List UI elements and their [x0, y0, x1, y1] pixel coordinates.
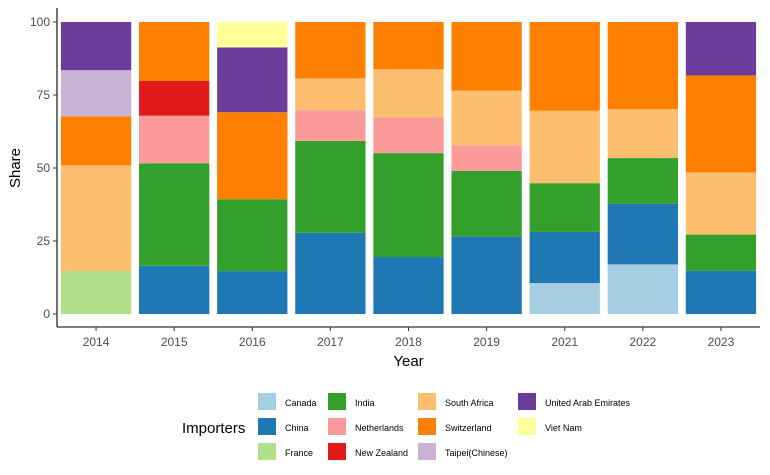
legend: Importers Canada China France India Netherla…	[182, 393, 631, 460]
legend-key-india	[328, 393, 346, 410]
legend-key-france	[258, 443, 276, 460]
bar-2022-canada	[607, 264, 678, 314]
bar-2017-south-africa	[295, 78, 366, 111]
x-tick-label: 2017	[317, 335, 344, 349]
legend-label-france: France	[285, 448, 313, 458]
bar-2018-netherlands	[373, 117, 444, 154]
legend-key-china	[258, 418, 276, 435]
y-tick-label: 0	[43, 307, 50, 321]
legend-key-switzerland	[418, 418, 436, 435]
bar-2018-india	[373, 153, 444, 258]
bar-2022-india	[607, 158, 678, 204]
y-tick-label: 100	[30, 15, 50, 29]
x-tick-label: 2015	[161, 335, 188, 349]
bar-2021-south-africa	[529, 110, 600, 184]
legend-key-united-arab-emirates	[518, 393, 536, 410]
bar-2022-china	[607, 203, 678, 265]
bar-2021-china	[529, 231, 600, 284]
bar-2015-switzerland	[139, 22, 210, 81]
bar-2014-south-africa	[60, 165, 132, 272]
x-tick-label: 2023	[708, 335, 735, 349]
bar-2019-india	[451, 170, 522, 237]
axes-layer: 0 25 50 75 100 2014 2015 2016 2017 2018 2019 2021 20…	[30, 8, 760, 349]
y-tick-label: 25	[37, 234, 51, 248]
legend-label-united-arab-emirates: United Arab Emirates	[545, 398, 631, 408]
bar-2016-switzerland	[217, 112, 288, 200]
legend-key-taipei-chinese	[418, 443, 436, 460]
bar-2017-switzerland	[295, 22, 366, 79]
x-tick-label: 2018	[395, 335, 422, 349]
y-tick-label: 75	[37, 88, 51, 102]
bar-2018-china	[373, 257, 444, 314]
legend-key-netherlands	[328, 418, 346, 435]
bar-2023-india	[685, 234, 757, 271]
x-tick-label: 2014	[83, 335, 110, 349]
x-tick-label: 2016	[239, 335, 266, 349]
bar-2014-france	[60, 271, 132, 314]
bar-2018-switzerland	[373, 22, 444, 70]
bar-2023-south-africa	[685, 172, 757, 235]
bar-2017-netherlands	[295, 110, 366, 141]
bar-2015-new-zealand	[139, 80, 210, 116]
legend-label-china: China	[285, 423, 309, 433]
bar-2016-viet-nam	[217, 22, 288, 48]
x-tick-label: 2021	[551, 335, 578, 349]
bar-2016-china	[217, 271, 288, 314]
bar-2017-china	[295, 232, 366, 314]
bar-2015-india	[139, 163, 210, 266]
bar-2016-india	[217, 199, 288, 272]
legend-label-south-africa: South Africa	[445, 398, 494, 408]
y-tick-label: 50	[37, 161, 51, 175]
legend-key-canada	[258, 393, 276, 410]
bar-2019-china	[451, 236, 522, 314]
legend-key-south-africa	[418, 393, 436, 410]
legend-label-india: India	[355, 398, 375, 408]
bar-2021-switzerland	[529, 22, 600, 111]
bar-2014-united-arab-emirates	[60, 22, 132, 71]
legend-key-viet-nam	[518, 418, 536, 435]
x-axis-title: Year	[393, 353, 423, 370]
bar-2014-switzerland	[60, 116, 132, 166]
bar-2023-china	[685, 270, 757, 314]
bar-2023-united-arab-emirates	[685, 22, 757, 76]
bar-2019-netherlands	[451, 145, 522, 171]
bar-2015-netherlands	[139, 115, 210, 164]
y-axis-title: Share	[7, 148, 24, 188]
bar-2017-india	[295, 140, 366, 233]
x-tick-label: 2022	[629, 335, 656, 349]
bars-layer	[60, 22, 757, 314]
legend-label-switzerland: Switzerland	[445, 423, 492, 433]
legend-label-taipei-chinese: Taipei(Chinese)	[445, 448, 508, 458]
bar-2023-switzerland	[685, 75, 757, 173]
bar-2018-south-africa	[373, 69, 444, 118]
legend-key-new-zealand	[328, 443, 346, 460]
x-tick-label: 2019	[473, 335, 500, 349]
bar-2015-china	[139, 265, 210, 314]
bar-2021-canada	[529, 283, 600, 314]
bar-2022-south-africa	[607, 109, 678, 159]
legend-label-viet-nam: Viet Nam	[545, 423, 582, 433]
bar-2021-india	[529, 183, 600, 232]
legend-label-new-zealand: New Zealand	[355, 448, 408, 458]
legend-title: Importers	[182, 420, 245, 437]
legend-label-netherlands: Netherlands	[355, 423, 404, 433]
bar-2022-switzerland	[607, 22, 678, 110]
bar-2019-switzerland	[451, 22, 522, 91]
bar-2014-taipei-chinese	[60, 70, 132, 117]
bar-2019-south-africa	[451, 90, 522, 146]
bar-2016-united-arab-emirates	[217, 47, 288, 113]
legend-label-canada: Canada	[285, 398, 317, 408]
